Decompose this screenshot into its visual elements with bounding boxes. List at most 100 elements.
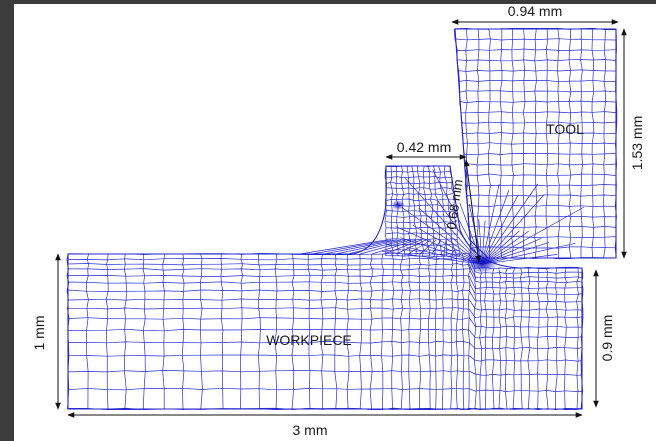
mesh-line <box>545 267 549 410</box>
mesh-line <box>481 206 585 265</box>
mesh-line <box>385 226 457 229</box>
mesh-line <box>385 187 453 190</box>
mesh-line <box>479 267 482 410</box>
mesh-line <box>461 121 617 124</box>
mesh-line <box>504 267 508 410</box>
workpiece-mesh <box>66 252 584 411</box>
mesh-line <box>181 253 185 410</box>
mesh-line <box>464 163 617 166</box>
mesh-line <box>442 253 445 410</box>
mesh-line <box>359 239 412 255</box>
mesh-line <box>274 253 278 410</box>
mesh-line <box>419 239 437 255</box>
mesh-line <box>481 194 545 265</box>
mesh-line <box>408 253 411 410</box>
mesh-line <box>457 69 617 72</box>
frame-top-edge <box>0 0 656 4</box>
label-workpiece-length: 3 mm <box>293 422 328 438</box>
mesh-line <box>307 253 311 410</box>
mesh-line <box>460 111 617 114</box>
mesh-line <box>473 267 477 410</box>
mesh-line <box>67 258 583 274</box>
mesh-line <box>347 239 407 255</box>
mesh-line <box>455 253 459 410</box>
mesh-line <box>484 267 487 410</box>
frame-left-edge <box>0 0 14 441</box>
mesh-line <box>68 268 583 284</box>
dim-chip-diag <box>464 159 481 263</box>
mesh-line <box>67 317 583 328</box>
mesh-line <box>346 253 350 410</box>
mesh-line <box>481 242 576 265</box>
mesh-line <box>428 253 431 410</box>
mesh-line <box>240 253 243 410</box>
mesh-line <box>67 328 583 339</box>
mesh-line <box>465 173 617 176</box>
mesh-line <box>67 298 583 311</box>
mesh-line <box>433 165 443 257</box>
mesh-line <box>220 253 224 410</box>
dense-mesh-tip <box>466 255 498 273</box>
mesh-line <box>466 194 617 197</box>
mesh-line <box>124 253 127 410</box>
mesh-line <box>68 307 583 319</box>
label-workpiece-height: 1 mm <box>31 316 47 351</box>
mesh-line <box>468 225 617 228</box>
mesh-line <box>67 263 583 279</box>
mesh-line <box>603 28 606 259</box>
mesh-line <box>418 253 422 410</box>
mesh-line <box>67 274 583 289</box>
mesh-line <box>86 253 89 410</box>
mesh-line <box>461 253 465 410</box>
mesh-line <box>467 215 617 218</box>
label-workpiece: WORKPIECE <box>266 332 352 348</box>
mesh-line <box>481 194 519 265</box>
label-chip-width: 0.42 mm <box>397 139 451 155</box>
mesh-line <box>491 267 495 410</box>
mesh-line <box>334 253 338 410</box>
mesh-line <box>67 354 583 362</box>
mesh-line <box>568 28 572 259</box>
mesh-line <box>105 253 109 410</box>
mesh-line <box>488 28 491 259</box>
mesh-line <box>400 253 404 410</box>
label-workpiece-right-height: 0.9 mm <box>599 315 615 362</box>
mesh-line <box>385 210 455 213</box>
mesh-line <box>456 48 617 51</box>
mesh-line <box>385 198 454 201</box>
mesh-line <box>459 90 617 93</box>
mesh-line <box>67 370 583 376</box>
mesh-line <box>385 176 452 179</box>
mesh-line <box>467 204 617 207</box>
mesh-line <box>395 239 427 255</box>
mesh-line <box>385 193 454 196</box>
mesh-line <box>450 253 454 410</box>
mesh-line <box>385 215 456 218</box>
mesh-line <box>469 236 617 238</box>
mesh-line <box>67 289 583 303</box>
label-chip-diag: 0.68 mm <box>444 178 466 230</box>
chip-mesh <box>299 165 461 257</box>
mesh-line <box>555 267 558 410</box>
dense-mesh-chip <box>391 200 405 210</box>
mesh-line <box>527 267 531 410</box>
mesh-line <box>434 253 438 410</box>
mesh-line <box>162 253 165 410</box>
mesh-line <box>407 239 432 255</box>
mesh-line <box>385 170 451 173</box>
mesh-line <box>465 184 617 187</box>
mesh-line <box>576 267 579 410</box>
mesh-line <box>481 189 510 265</box>
mesh-line <box>481 183 539 265</box>
mesh-line <box>291 253 295 410</box>
mesh-line <box>320 253 324 410</box>
mesh-line <box>67 341 583 350</box>
label-tool-height: 1.53 mm <box>629 116 645 170</box>
mesh-line <box>323 239 397 255</box>
mesh-line <box>537 267 540 410</box>
mesh-line <box>142 253 146 410</box>
mesh-line <box>371 239 417 255</box>
mesh-line <box>498 267 502 410</box>
mesh-line <box>512 267 516 409</box>
mesh-line <box>564 267 567 410</box>
